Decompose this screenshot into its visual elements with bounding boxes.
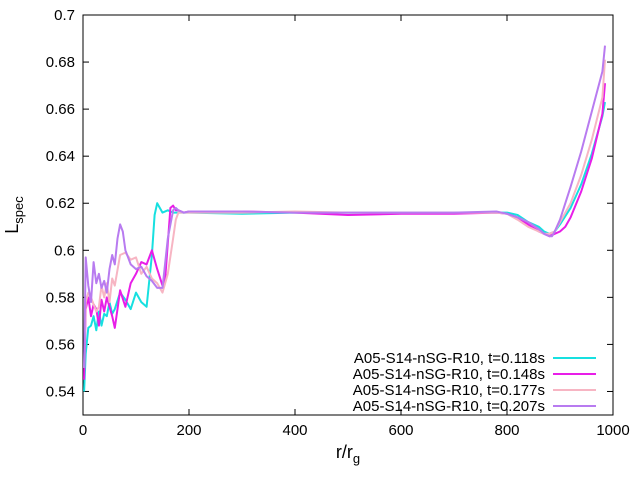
- legend-label-3: A05-S14-nSG-R10, t=0.177s: [353, 382, 545, 399]
- legend-label-2: A05-S14-nSG-R10, t=0.148s: [353, 366, 545, 383]
- x-tick-label: 600: [388, 422, 413, 439]
- series-line-3: [83, 59, 606, 368]
- plot-frame: [82, 14, 614, 416]
- x-tick-label: 400: [282, 422, 307, 439]
- legend: A05-S14-nSG-R10, t=0.118sA05-S14-nSG-R10…: [353, 350, 596, 415]
- y-tick-label: 0.62: [46, 195, 75, 212]
- x-tick-label: 200: [176, 422, 201, 439]
- y-tick-label: 0.6: [54, 242, 75, 259]
- y-tick-label: 0.56: [46, 336, 75, 353]
- y-tick-label: 0.7: [54, 7, 75, 24]
- y-tick-label: 0.54: [46, 383, 75, 400]
- series-line-2: [83, 83, 606, 380]
- y-tick-label: 0.64: [46, 148, 75, 165]
- series-line-1: [83, 101, 606, 392]
- x-tick-label: 1000: [596, 422, 629, 439]
- data-lines: [83, 45, 606, 392]
- x-tick-label: 800: [494, 422, 519, 439]
- x-axis-label: r/rg: [336, 442, 360, 466]
- y-tick-label: 0.58: [46, 289, 75, 306]
- axis-ticks: 0 200 400 600 800 1000 0.54 0.56 0.58 0.6 0.62 0.64…: [46, 7, 630, 439]
- legend-label-1: A05-S14-nSG-R10, t=0.118s: [354, 350, 545, 367]
- y-tick-label: 0.68: [46, 54, 75, 71]
- series-line-4: [83, 45, 606, 368]
- y-tick-label: 0.66: [46, 101, 75, 118]
- legend-label-4: A05-S14-nSG-R10, t=0.207s: [353, 398, 545, 415]
- x-tick-label: 0: [79, 422, 87, 439]
- y-axis-label: Lspec: [2, 196, 26, 234]
